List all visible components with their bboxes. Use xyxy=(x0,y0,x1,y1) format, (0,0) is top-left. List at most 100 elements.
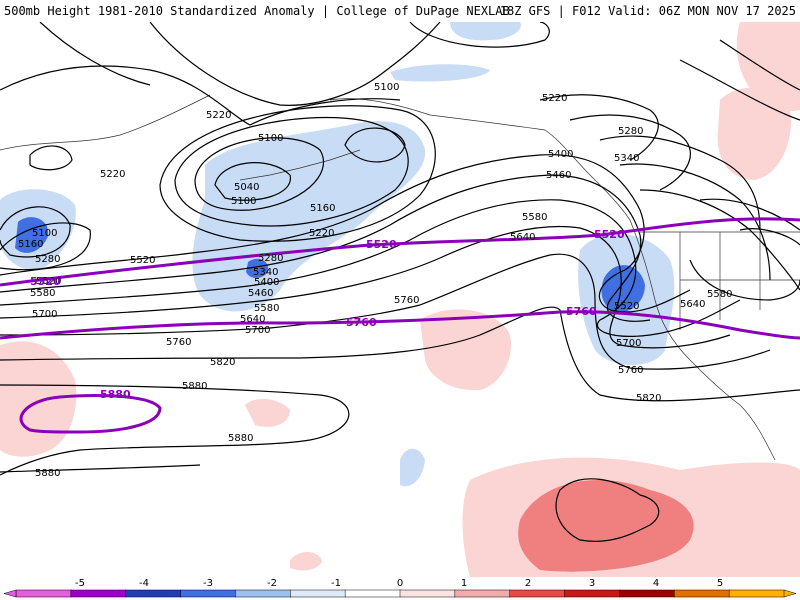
neg-anomaly-bering xyxy=(390,64,490,82)
contour-label: 5760 xyxy=(394,295,419,306)
neg-anomaly-hawaii xyxy=(400,448,425,487)
contour-label: 5580 xyxy=(30,288,55,299)
neg-anomaly-north xyxy=(450,22,521,41)
height-contours xyxy=(0,22,800,542)
contour-5100-gulf xyxy=(194,137,325,211)
highlight-label: 5520 xyxy=(366,238,397,251)
highlight-5520 xyxy=(0,217,800,287)
colorbar-tick: -1 xyxy=(331,578,341,589)
siberia-coast xyxy=(0,94,211,151)
contour-ne-6 xyxy=(719,39,800,91)
colorbar-tick: 3 xyxy=(589,578,595,589)
anomaly-colorbar: -5 -4 -3 -2 -1 0 1 2 3 4 5 xyxy=(0,577,800,600)
colorbar-tick: -5 xyxy=(75,578,85,589)
colorbar-right-arrow xyxy=(783,589,797,598)
contour-label: 5880 xyxy=(182,381,207,392)
colorbar-swatches xyxy=(3,589,797,598)
coastlines xyxy=(0,94,800,461)
contour-ne-3 xyxy=(599,135,761,231)
colorbar-swatch xyxy=(180,589,237,598)
highlight-label: 5520 xyxy=(30,275,61,288)
contour-label: 5400 xyxy=(548,149,573,160)
contour-5880 xyxy=(0,384,350,476)
colorbar-swatch xyxy=(509,589,566,598)
contour-label: 5220 xyxy=(100,169,125,180)
contour-label: 5280 xyxy=(258,253,283,264)
colorbar-tick: 2 xyxy=(525,578,531,589)
contour-label: 5220 xyxy=(309,228,334,239)
colorbar-tick: 1 xyxy=(461,578,467,589)
contour-5520-nw xyxy=(689,259,800,301)
contour-label: 5520 xyxy=(614,301,639,312)
contour-label: 5760 xyxy=(166,337,191,348)
contour-label: 5280 xyxy=(35,254,60,265)
map-title: 500mb Height 1981-2010 Standardized Anom… xyxy=(4,4,510,18)
contour-label: 5880 xyxy=(228,433,253,444)
pos-anomaly-se-core xyxy=(518,480,694,572)
contour-label: 5220 xyxy=(206,110,231,121)
contour-label: 5700 xyxy=(616,338,641,349)
highlight-label: 5760 xyxy=(566,305,597,318)
pos-anomaly-tiny xyxy=(290,551,322,571)
highlight-label: 5880 xyxy=(100,388,131,401)
contour-label: 5100 xyxy=(374,82,399,93)
contour-label: 5700 xyxy=(32,309,57,320)
colorbar-swatch xyxy=(125,589,182,598)
contour-5640 xyxy=(0,199,741,337)
contour-label: 5760 xyxy=(618,365,643,376)
contour-label: 5160 xyxy=(310,203,335,214)
contour-5760 xyxy=(0,253,771,370)
colorbar-swatch xyxy=(619,589,676,598)
contour-label: 5880 xyxy=(35,468,60,479)
contour-ne-7 xyxy=(679,59,800,121)
model-valid-time: 18Z GFS | F012 Valid: 06Z MON NOV 17 202… xyxy=(499,4,796,18)
colorbar-tick: 4 xyxy=(653,578,659,589)
contour-north-4 xyxy=(39,22,151,86)
pos-anomaly-central xyxy=(420,309,511,391)
highlight-label: 5520 xyxy=(594,228,625,241)
contour-label: 5580 xyxy=(522,212,547,223)
contour-north-2 xyxy=(409,22,550,48)
colorbar-swatch xyxy=(290,589,346,598)
contour-ne-2 xyxy=(569,114,691,191)
contour-label: 5580 xyxy=(254,303,279,314)
pos-anomaly-west xyxy=(0,341,77,457)
contour-5880-se xyxy=(555,478,660,542)
contour-label: 5640 xyxy=(510,232,535,243)
colorbar-swatch xyxy=(15,589,72,598)
pos-anomaly-ne-corner xyxy=(736,22,800,111)
contour-5880-south xyxy=(0,464,201,473)
contour-ne-5 xyxy=(639,189,800,291)
contour-west-3 xyxy=(29,145,73,171)
contour-label: 5580 xyxy=(707,289,732,300)
contour-west-1 xyxy=(0,206,71,258)
contour-label: 5520 xyxy=(130,255,155,266)
colorbar-swatch xyxy=(564,589,621,598)
highlight-5760 xyxy=(0,310,800,340)
colorbar-tick: -4 xyxy=(139,578,149,589)
contour-label: 5520 xyxy=(36,276,61,287)
contour-5220-outer xyxy=(159,105,436,242)
highlight-5880 xyxy=(19,394,162,434)
contour-5160 xyxy=(174,116,409,227)
contour-label: 5100 xyxy=(231,196,256,207)
colorbar-tick: 5 xyxy=(717,578,723,589)
contour-label: 5820 xyxy=(636,393,661,404)
colorbar-swatch xyxy=(728,589,785,598)
contour-north-3 xyxy=(149,22,441,106)
anomaly-shading xyxy=(0,22,800,577)
contour-west-2 xyxy=(0,222,91,271)
contour-label: 5160 xyxy=(18,239,43,250)
colorbar-swatch xyxy=(235,589,292,598)
contour-north-1 xyxy=(0,65,401,126)
pos-anomaly-small xyxy=(245,398,290,427)
map-header: 500mb Height 1981-2010 Standardized Anom… xyxy=(0,0,800,22)
highlight-label-group: 5520 5520 5520 5760 5760 5880 xyxy=(30,228,625,401)
contour-label-group: 5100 5220 5220 5100 5040 5100 5160 5220 … xyxy=(18,82,732,479)
anomaly-map: 5100 5220 5220 5100 5040 5100 5160 5220 … xyxy=(0,22,800,577)
contour-label: 5460 xyxy=(248,288,273,299)
west-us-coast xyxy=(629,219,776,461)
contour-label: 5280 xyxy=(618,126,643,137)
contour-label: 5100 xyxy=(258,133,283,144)
colorbar-swatch xyxy=(70,589,127,598)
